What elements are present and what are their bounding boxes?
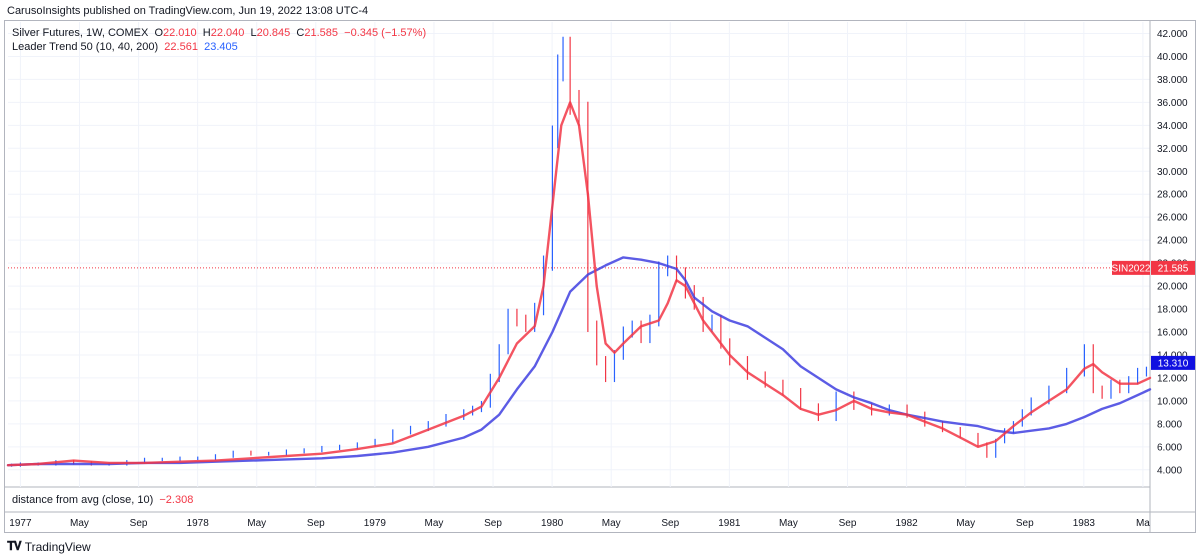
sub-indicator-legend: distance from avg (close, 10) −2.308 bbox=[12, 494, 193, 506]
x-tick-label: 1980 bbox=[541, 518, 564, 529]
low-value: 20.845 bbox=[256, 27, 291, 39]
ma-tag bbox=[1151, 355, 1195, 370]
y-tick-label: 6.000 bbox=[1157, 442, 1182, 453]
y-tick-label: 38.000 bbox=[1157, 75, 1188, 86]
footer-brand: TradingView bbox=[24, 539, 91, 554]
slow-ma-line bbox=[6, 256, 1152, 467]
high-value: 22.040 bbox=[210, 27, 245, 39]
close-label: C bbox=[296, 27, 305, 39]
tradingview-logo-icon: 𝐓𝐕 bbox=[7, 539, 22, 553]
y-tick-label: 34.000 bbox=[1157, 121, 1188, 132]
y-tick-label: 4.000 bbox=[1157, 465, 1182, 476]
y-tick-label: 40.000 bbox=[1157, 52, 1188, 63]
symbol-tag-label: SIN2022 bbox=[1112, 263, 1151, 274]
x-tick-label: May bbox=[70, 518, 89, 529]
y-tick-label: 24.000 bbox=[1157, 236, 1188, 247]
x-tick-label: May bbox=[247, 518, 266, 529]
x-tick-label: May bbox=[602, 518, 621, 529]
x-tick-label: 1982 bbox=[895, 518, 918, 529]
symbol-tag bbox=[1112, 260, 1150, 275]
x-tick-label: 1983 bbox=[1073, 518, 1096, 529]
y-tick-label: 18.000 bbox=[1157, 305, 1188, 316]
y-tick-label: 36.000 bbox=[1157, 98, 1188, 109]
y-tick-label: 10.000 bbox=[1157, 396, 1188, 407]
y-tick-label: 12.000 bbox=[1157, 373, 1188, 384]
indicator-legend-row: Leader Trend 50 (10, 40, 200) 22.561 23.… bbox=[12, 40, 426, 54]
x-tick-label: Sep bbox=[661, 518, 679, 529]
x-tick-label: 1979 bbox=[364, 518, 387, 529]
publish-caption: CarusoInsights published on TradingView.… bbox=[7, 5, 369, 17]
low-label: L bbox=[250, 27, 257, 39]
y-tick-label: 30.000 bbox=[1157, 167, 1188, 178]
open-value: 22.010 bbox=[163, 27, 197, 39]
x-tick-label: May bbox=[956, 518, 975, 529]
y-tick-label: 28.000 bbox=[1157, 190, 1188, 201]
close-value: 21.585 bbox=[304, 27, 339, 39]
open-label: O bbox=[154, 27, 163, 39]
sub-indicator-value: −2.308 bbox=[159, 494, 194, 506]
symbol-name: Silver Futures, 1W, COMEX bbox=[12, 27, 149, 39]
main-legend: Silver Futures, 1W, COMEX O22.010 H22.04… bbox=[12, 26, 426, 54]
x-tick-label: Sep bbox=[130, 518, 148, 529]
symbol-legend-row: Silver Futures, 1W, COMEX O22.010 H22.04… bbox=[12, 26, 426, 40]
chart-frame bbox=[4, 20, 1196, 533]
x-tick-label: Sep bbox=[1016, 518, 1034, 529]
y-tick-label: 8.000 bbox=[1157, 419, 1182, 430]
footer: 𝐓𝐕 TradingView bbox=[7, 539, 91, 554]
y-tick-label: 20.000 bbox=[1157, 282, 1188, 293]
y-tick-label: 42.000 bbox=[1157, 29, 1188, 40]
x-tick-label: Sep bbox=[307, 518, 325, 529]
sub-indicator-label: distance from avg (close, 10) bbox=[12, 494, 154, 506]
ma-tag-label: 13.310 bbox=[1158, 358, 1189, 369]
x-tick-label: May bbox=[779, 518, 798, 529]
x-tick-label: Sep bbox=[484, 518, 502, 529]
fast-ma-line bbox=[6, 101, 1152, 467]
price-tag bbox=[1151, 260, 1195, 275]
x-tick-label: Sep bbox=[839, 518, 857, 529]
change-value: −0.345 (−1.57%) bbox=[344, 27, 427, 39]
indicator-slow-value: 23.405 bbox=[204, 41, 238, 53]
y-tick-label: 32.000 bbox=[1157, 144, 1188, 155]
y-tick-label: 16.000 bbox=[1157, 328, 1188, 339]
price-tag-label: 21.585 bbox=[1158, 263, 1189, 274]
indicator-fast-value: 22.561 bbox=[164, 41, 198, 53]
y-tick-label: 26.000 bbox=[1157, 213, 1188, 224]
x-tick-label: May bbox=[425, 518, 444, 529]
x-tick-label: 1977 bbox=[9, 518, 32, 529]
high-label: H bbox=[202, 27, 211, 39]
x-tick-label: Ma bbox=[1136, 518, 1150, 529]
x-tick-label: 1981 bbox=[718, 518, 741, 529]
x-tick-label: 1978 bbox=[187, 518, 210, 529]
indicator-name: Leader Trend 50 (10, 40, 200) bbox=[12, 41, 159, 53]
